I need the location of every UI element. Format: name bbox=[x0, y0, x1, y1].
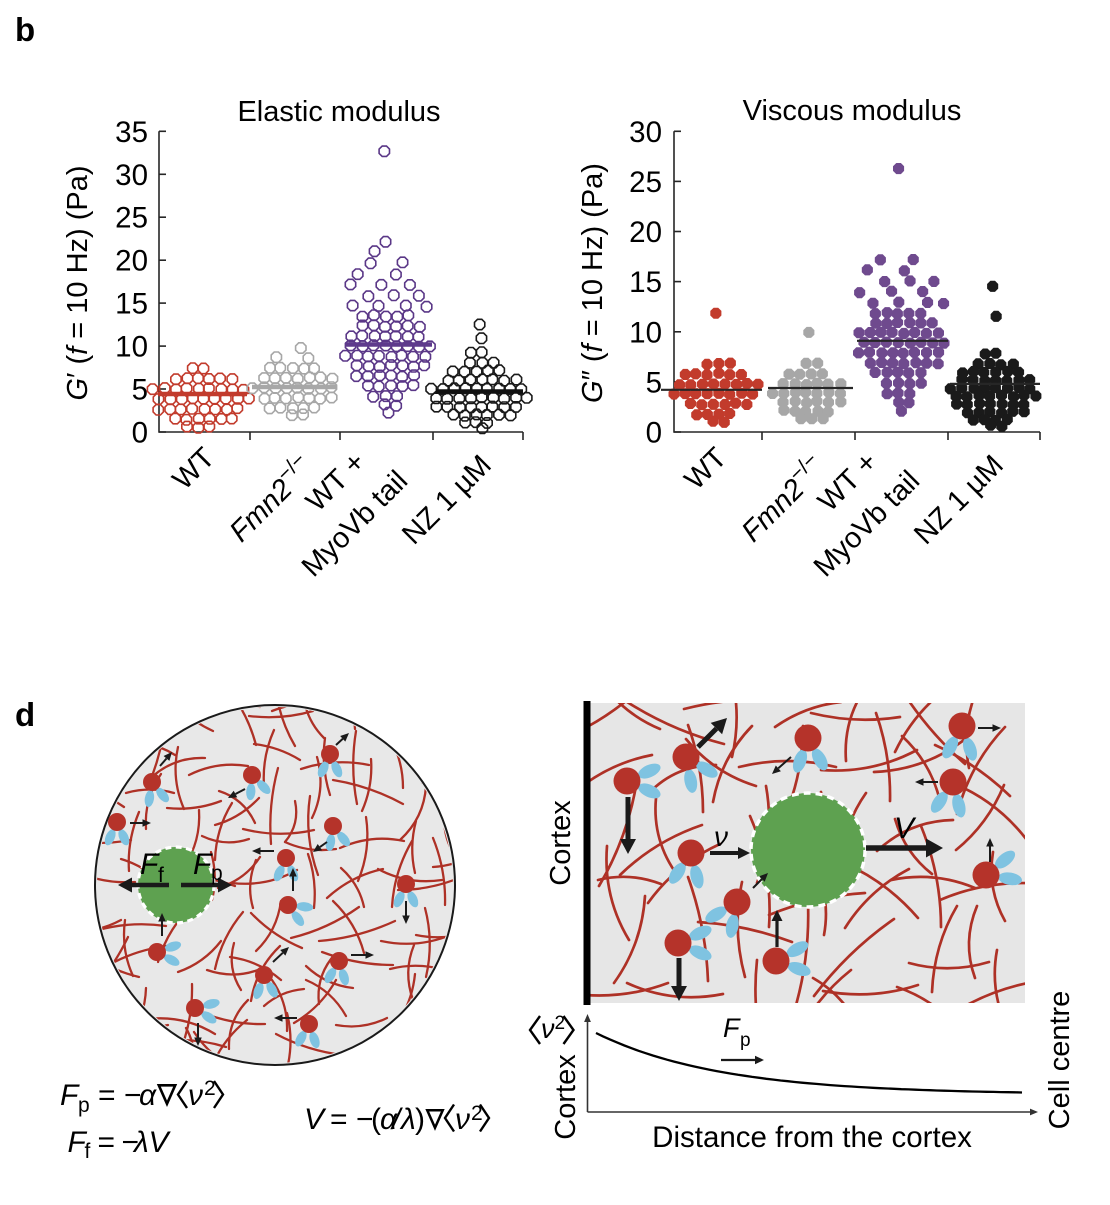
svg-text:Viscous modulus: Viscous modulus bbox=[743, 95, 962, 127]
svg-text:20: 20 bbox=[115, 245, 148, 278]
svg-text:d: d bbox=[15, 696, 35, 733]
svg-text:F: F bbox=[140, 848, 160, 881]
svg-text:ν: ν bbox=[188, 1079, 203, 1112]
svg-text:10: 10 bbox=[629, 316, 662, 349]
svg-text:V: V bbox=[894, 812, 917, 845]
svg-text:5: 5 bbox=[646, 366, 662, 399]
svg-text:30: 30 bbox=[115, 159, 148, 192]
svg-text:0: 0 bbox=[132, 417, 148, 450]
svg-text:): ) bbox=[415, 1103, 425, 1136]
svg-text:/: / bbox=[390, 1103, 403, 1136]
svg-text:G″ (f = 10 Hz) (Pa): G″ (f = 10 Hz) (Pa) bbox=[577, 163, 609, 403]
svg-text:G′ (f = 10 Hz) (Pa): G′ (f = 10 Hz) (Pa) bbox=[62, 165, 94, 400]
svg-text:15: 15 bbox=[629, 266, 662, 299]
svg-text:(: ( bbox=[371, 1103, 381, 1136]
svg-text:=: = bbox=[98, 1079, 116, 1112]
svg-text:5: 5 bbox=[132, 374, 148, 407]
svg-text:V: V bbox=[304, 1103, 327, 1136]
svg-text:−: − bbox=[124, 1079, 142, 1112]
svg-text:p: p bbox=[740, 1030, 751, 1051]
svg-text:λ: λ bbox=[399, 1103, 416, 1136]
svg-text:2: 2 bbox=[555, 1013, 566, 1034]
svg-text:α: α bbox=[139, 1079, 157, 1112]
svg-text:λ: λ bbox=[132, 1126, 149, 1159]
svg-text:p: p bbox=[78, 1094, 90, 1117]
svg-text:Cortex: Cortex bbox=[550, 1054, 582, 1140]
svg-text:=: = bbox=[330, 1103, 348, 1136]
svg-text:p: p bbox=[211, 862, 223, 885]
svg-text:2: 2 bbox=[204, 1077, 216, 1100]
svg-text:35: 35 bbox=[115, 116, 148, 149]
svg-text:0: 0 bbox=[646, 417, 662, 450]
svg-text:f: f bbox=[158, 864, 164, 887]
svg-text:25: 25 bbox=[629, 166, 662, 199]
svg-text:F: F bbox=[193, 848, 213, 881]
svg-text:ν: ν bbox=[455, 1103, 470, 1136]
svg-text:2: 2 bbox=[471, 1102, 483, 1125]
svg-text:−: − bbox=[122, 1126, 140, 1159]
svg-text:f: f bbox=[85, 1140, 91, 1163]
svg-text:=: = bbox=[98, 1126, 116, 1159]
svg-text:ν: ν bbox=[541, 1014, 555, 1044]
svg-text:10: 10 bbox=[115, 331, 148, 364]
svg-text:Cell centre: Cell centre bbox=[1044, 991, 1076, 1130]
svg-text:−: − bbox=[356, 1103, 374, 1136]
svg-text:25: 25 bbox=[115, 202, 148, 235]
svg-text:Elastic modulus: Elastic modulus bbox=[237, 96, 440, 128]
svg-text:b: b bbox=[15, 11, 35, 48]
svg-text:15: 15 bbox=[115, 288, 148, 321]
svg-text:30: 30 bbox=[629, 116, 662, 149]
svg-text:F: F bbox=[68, 1126, 88, 1159]
svg-text:F: F bbox=[723, 1013, 741, 1043]
svg-text:ν: ν bbox=[714, 821, 728, 852]
svg-text:20: 20 bbox=[629, 216, 662, 249]
svg-text:Distance from the cortex: Distance from the cortex bbox=[652, 1121, 972, 1154]
svg-text:F: F bbox=[60, 1079, 80, 1112]
svg-text:α: α bbox=[380, 1103, 398, 1136]
svg-text:Cortex: Cortex bbox=[545, 800, 577, 886]
svg-text:V: V bbox=[149, 1126, 172, 1159]
